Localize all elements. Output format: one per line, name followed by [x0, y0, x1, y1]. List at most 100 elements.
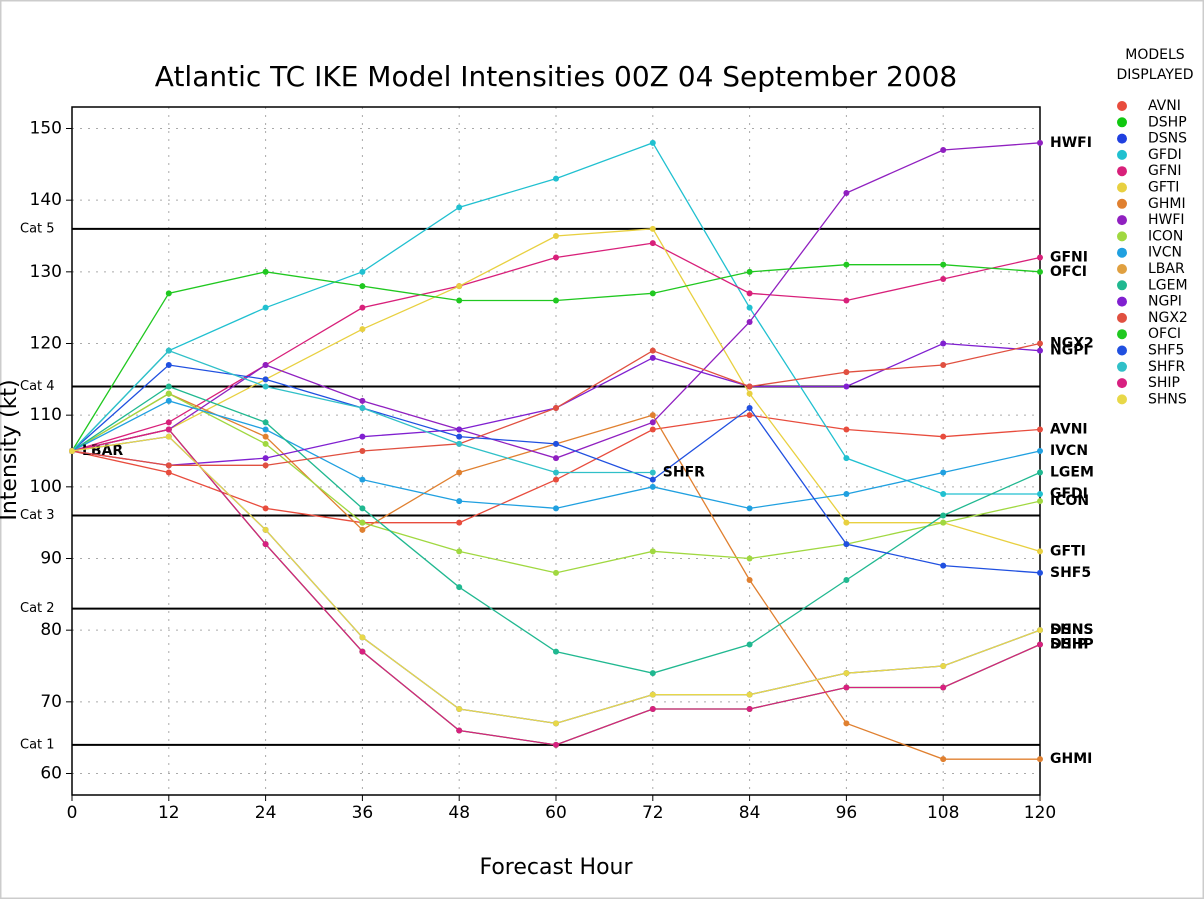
data-point	[1037, 426, 1043, 433]
data-point	[649, 412, 656, 419]
y-axis-label: Intensity (kt)	[0, 379, 22, 520]
data-point	[649, 426, 656, 433]
data-point	[1037, 340, 1043, 347]
data-point	[940, 340, 947, 347]
category-label: Cat 5	[20, 221, 55, 236]
legend-label: SHIP	[1148, 375, 1180, 391]
data-point	[843, 297, 850, 304]
data-point	[843, 577, 850, 583]
data-point	[456, 297, 463, 304]
data-point	[649, 347, 656, 354]
data-point	[746, 412, 753, 419]
legend-marker	[1117, 182, 1127, 193]
data-point	[649, 469, 656, 476]
x-tick-label: 120	[1024, 803, 1056, 823]
x-tick-label: 36	[352, 803, 374, 823]
y-tick-label: 130	[30, 262, 62, 282]
data-point	[262, 526, 269, 533]
x-tick-label: 108	[927, 803, 959, 823]
legend-label: OFCI	[1148, 326, 1181, 342]
data-point	[165, 469, 172, 476]
data-point	[165, 426, 172, 433]
series-end-label: AVNI	[1050, 422, 1088, 438]
series-end-label: HWFI	[1050, 135, 1092, 151]
data-point	[262, 505, 269, 512]
legend-label: HWFI	[1148, 212, 1185, 228]
data-point	[456, 548, 463, 555]
data-point	[359, 283, 366, 290]
legend-label: NGX2	[1148, 310, 1188, 326]
y-tick-label: 140	[30, 190, 62, 210]
data-point	[553, 505, 559, 512]
y-tick-label: 100	[30, 477, 62, 497]
data-point	[553, 741, 559, 748]
data-point	[553, 175, 559, 182]
legend-label: LGEM	[1148, 277, 1188, 293]
data-point	[165, 390, 172, 397]
data-point	[262, 376, 269, 383]
category-label: Cat 3	[20, 508, 55, 523]
data-point	[165, 462, 172, 469]
data-point	[456, 727, 463, 734]
data-point	[649, 548, 656, 555]
x-tick-label: 96	[836, 803, 858, 823]
data-point	[1037, 491, 1043, 497]
data-point	[553, 254, 559, 261]
data-point	[843, 455, 850, 462]
data-point	[940, 362, 947, 368]
data-point	[843, 383, 850, 390]
legend-label: ICON	[1148, 228, 1183, 244]
data-point	[456, 440, 463, 447]
data-point	[649, 691, 656, 698]
legend-label: SHNS	[1148, 391, 1187, 407]
legend-marker	[1117, 149, 1127, 160]
data-point	[359, 405, 366, 411]
data-point	[359, 326, 366, 333]
data-point	[746, 405, 753, 411]
data-point	[553, 569, 559, 576]
data-point	[843, 190, 850, 196]
x-tick-label: 72	[642, 803, 664, 823]
legend-label: GFTI	[1148, 180, 1179, 196]
data-point	[649, 670, 656, 677]
legend-marker	[1117, 247, 1127, 258]
data-point	[649, 354, 656, 361]
legend-label: GHMI	[1148, 196, 1186, 212]
data-point	[746, 390, 753, 397]
data-point	[649, 706, 656, 712]
data-point	[940, 491, 947, 497]
data-point	[553, 405, 559, 411]
legend-marker	[1117, 264, 1127, 274]
y-tick-label: 120	[30, 334, 62, 354]
data-point	[940, 512, 947, 519]
data-point	[746, 268, 753, 275]
data-point	[262, 462, 269, 469]
legend-label: IVCN	[1148, 245, 1182, 261]
series-end-label: SHNS	[1050, 622, 1094, 638]
data-point	[359, 505, 366, 512]
legend-marker	[1117, 166, 1127, 177]
data-point	[843, 426, 850, 433]
data-point	[262, 440, 269, 447]
legend-label: GFNI	[1148, 163, 1182, 179]
data-point	[359, 448, 366, 454]
data-point	[359, 476, 366, 483]
data-point	[843, 369, 850, 376]
series-end-label: GFTI	[1050, 543, 1086, 559]
data-point	[746, 505, 753, 512]
data-point	[165, 433, 172, 440]
data-point	[843, 541, 850, 548]
data-point	[649, 225, 656, 232]
legend-title: MODELS DISPLAYED	[1116, 47, 1193, 83]
data-point	[746, 383, 753, 390]
data-point	[940, 433, 947, 440]
series-end-label: SHF5	[1050, 565, 1091, 581]
legend-marker	[1117, 361, 1127, 372]
data-point	[359, 268, 366, 275]
data-point	[1037, 268, 1043, 275]
series-end-label: GFDI	[1050, 486, 1088, 502]
series-end-label: IVCN	[1050, 443, 1088, 459]
data-point	[1037, 448, 1043, 454]
